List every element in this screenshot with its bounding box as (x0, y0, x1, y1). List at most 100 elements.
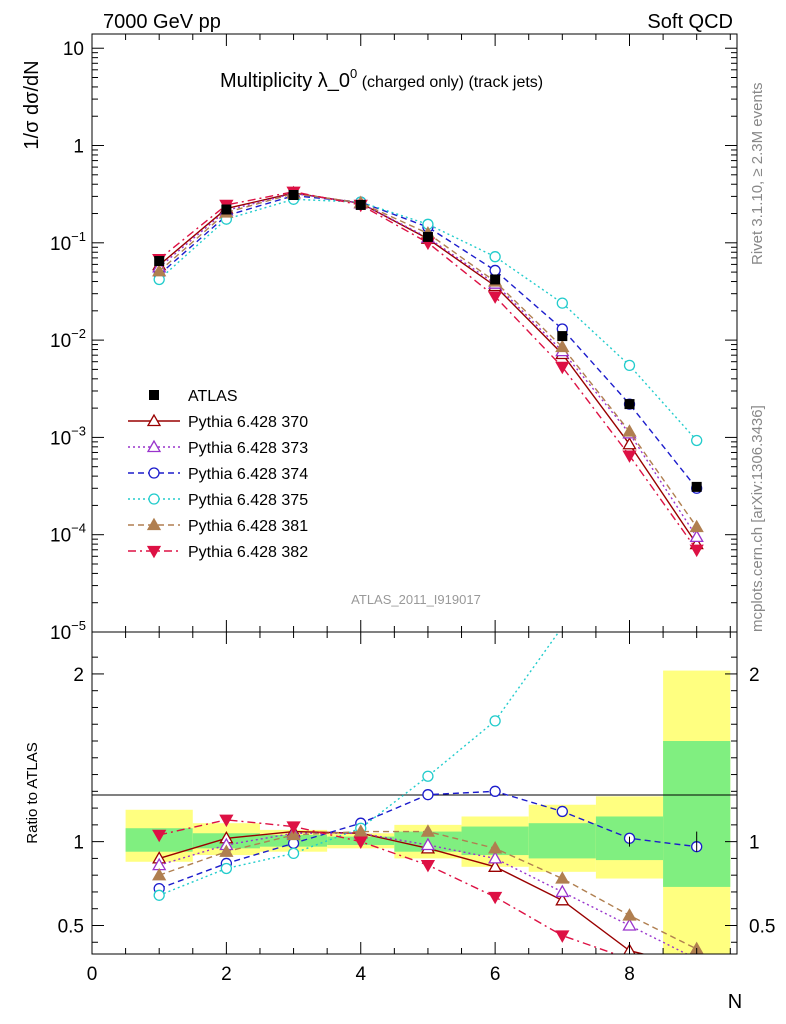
legend-marker (148, 493, 160, 505)
ratio-y-tick-label-right: 0.5 (749, 916, 775, 937)
atlas-data-point (557, 331, 568, 342)
main-series-point (691, 434, 703, 447)
main-series-line (158, 194, 698, 489)
analysis-label: ATLAS_2011_I919017 (351, 592, 481, 607)
legend: ATLAS Pythia 6.428 370 Pythia 6.428 373 Pyt… (128, 388, 308, 561)
main-y-tick-label: 10−2 (50, 326, 86, 352)
main-y-tick-label: 10−3 (50, 423, 86, 449)
x-tick-label: 2 (221, 964, 232, 985)
main-plot-frame (91, 33, 738, 633)
ratio-series-point (625, 568, 635, 578)
ratio-series-point (489, 715, 501, 727)
main-y-tick-label: 1 (73, 137, 84, 158)
chart-title: Multiplicity λ_00 (charged only) (track … (220, 66, 543, 92)
main-y-tick-label: 10 (63, 39, 84, 60)
chart-title-tail: (charged only) (track jets) (357, 74, 543, 91)
ratio-series-point (422, 789, 434, 801)
mcplots-label: mcplots.cern.ch [arXiv:1306.3436] (749, 405, 766, 632)
legend-atlas-marker (149, 390, 159, 400)
ratio-series-point (695, 951, 698, 954)
main-series-point (622, 436, 637, 450)
main-series-point (622, 424, 637, 437)
main-y-tick-label: 10−5 (50, 618, 86, 644)
main-series-point (556, 297, 568, 309)
ratio-uncertainty-bands (125, 670, 731, 954)
ratio-series-point (152, 867, 167, 881)
ratio-series-group (152, 501, 704, 979)
ratio-series-point (286, 821, 301, 834)
legend-label: Pythia 6.428 375 (188, 492, 308, 509)
ratio-series-point (488, 859, 503, 872)
main-series-point (152, 263, 167, 277)
main-series-point (689, 529, 704, 543)
main-series-point (689, 519, 704, 533)
main-series-point (488, 291, 503, 304)
legend-atlas-label: ATLAS (188, 388, 238, 405)
ratio-series-point (220, 862, 233, 875)
x-tick-label: 6 (490, 964, 501, 985)
ratio-series-point (691, 968, 703, 979)
ratio-series-point (691, 961, 703, 972)
ratio-y-tick-label: 1 (73, 833, 84, 854)
ratio-series-point (422, 770, 434, 782)
ratio-series-point (420, 824, 436, 837)
ratio-series-point (555, 930, 570, 943)
main-series-point (489, 251, 501, 263)
legend-marker (146, 517, 162, 531)
ratio-series-point (489, 785, 501, 797)
main-y-tick-label: 10−4 (50, 521, 86, 547)
legend-marker (146, 545, 162, 559)
ratio-series-point (488, 851, 503, 864)
ratio-plot-frame (91, 631, 738, 955)
ratio-series-point (622, 908, 637, 921)
ratio-y-tick-label-right: 1 (749, 833, 760, 854)
legend-label: Pythia 6.428 373 (188, 440, 308, 457)
legend-marker (146, 413, 162, 427)
ratio-series-point (286, 827, 301, 841)
rivet-version-label: Rivet 3.1.10, ≥ 2.3M events (749, 83, 766, 266)
main-series-line (158, 198, 698, 441)
ratio-series-point (555, 884, 570, 898)
legend-label: Pythia 6.428 370 (188, 414, 308, 431)
ratio-series-point (353, 824, 368, 837)
ratio-series-point (353, 836, 368, 849)
ratio-series-point (152, 829, 167, 843)
ratio-series-point (488, 891, 503, 905)
ratio-series-point (555, 893, 570, 906)
atlas-data-point (691, 481, 702, 492)
ratio-y-axis-label: Ratio to ATLAS (24, 742, 41, 843)
x-tick-label: 4 (355, 964, 366, 985)
ratio-series-point (420, 837, 436, 851)
atlas-data-point (355, 199, 366, 210)
x-axis-label: N (728, 991, 742, 1013)
ratio-series-point (488, 841, 503, 854)
main-y-tick-label: 10−1 (50, 229, 86, 255)
x-tick-label: 0 (87, 964, 98, 985)
header-left: 7000 GeV pp (103, 11, 221, 33)
ratio-series-point (219, 814, 234, 828)
atlas-data-point (221, 204, 232, 215)
main-series-point (622, 450, 637, 463)
atlas-data-point (624, 399, 635, 410)
ratio-series-point (153, 889, 165, 901)
ratio-series-point (420, 859, 436, 873)
atlas-data-point (154, 256, 165, 267)
ratio-series-point (555, 871, 570, 884)
legend-marker (146, 439, 162, 453)
main-series-point (689, 544, 704, 558)
ratio-series-point (622, 918, 637, 931)
main-series-point (489, 264, 501, 277)
ratio-y-tick-label: 0.5 (58, 916, 84, 937)
header-right: Soft QCD (647, 11, 733, 33)
atlas-data-point (490, 274, 501, 285)
ratio-series-point (219, 844, 234, 857)
ratio-series-point (692, 501, 702, 511)
chart-title-superscript: 0 (350, 66, 357, 81)
legend-label: Pythia 6.428 374 (188, 466, 308, 483)
main-y-axis-label: 1/σ dσ/dN (21, 60, 43, 149)
ratio-series-point (287, 847, 300, 860)
main-series-point (555, 339, 570, 353)
atlas-data-point (422, 231, 433, 242)
main-series-group (152, 185, 704, 558)
